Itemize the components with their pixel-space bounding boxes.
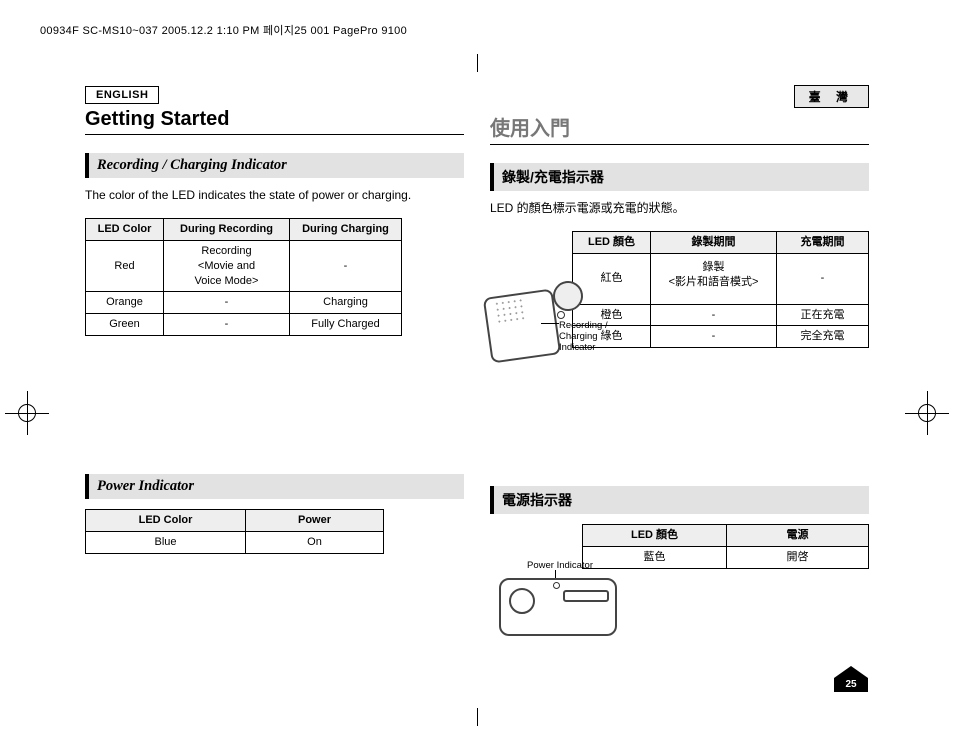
th-led-color: LED Color [86, 219, 164, 241]
illustration-recording-indicator: Recording / Charging Indicator [485, 285, 577, 395]
th-power-zh: 電源 [727, 525, 869, 547]
illustration-label-recording: Recording / Charging Indicator [559, 321, 625, 354]
page-number-badge: 25 [834, 666, 868, 690]
column-english: ENGLISH Getting Started Recording / Char… [85, 85, 464, 569]
th-led-color-zh: LED 顏色 [573, 232, 651, 254]
registration-mark-left [5, 391, 49, 435]
th-during-recording-zh: 錄製期間 [651, 232, 777, 254]
table-row: Green - Fully Charged [86, 314, 402, 336]
manual-page: 00934F SC-MS10~037 2005.12.2 1:10 PM 페이지… [0, 0, 954, 734]
crop-tick-bottom [477, 708, 478, 726]
th-during-charging-zh: 充電期間 [777, 232, 869, 254]
table-row: Blue On [86, 531, 384, 553]
page-number: 25 [834, 678, 868, 692]
table-row: 藍色 開啓 [583, 547, 869, 569]
table-row: Red Recording <Movie and Voice Mode> - [86, 240, 402, 292]
page-content: ENGLISH Getting Started Recording / Char… [85, 85, 869, 694]
led-recording-table-en: LED Color During Recording During Chargi… [85, 218, 402, 336]
section-body-recording-zh: LED 的顏色標示電源或充電的狀態。 [490, 199, 869, 217]
th-during-recording: During Recording [164, 219, 290, 241]
th-during-charging: During Charging [290, 219, 402, 241]
crop-tick-top [477, 54, 478, 72]
registration-mark-right [905, 391, 949, 435]
section-heading-recording-en: Recording / Charging Indicator [85, 153, 464, 178]
language-badge-en: ENGLISH [85, 86, 159, 104]
section-heading-recording-zh: 錄製/充電指示器 [490, 163, 869, 191]
led-power-table-zh: LED 顏色 電源 藍色 開啓 [582, 524, 869, 569]
th-power: Power [246, 510, 384, 532]
page-title-en: Getting Started [85, 108, 464, 135]
section-body-recording-en: The color of the LED indicates the state… [85, 186, 464, 204]
page-title-zh: 使用入門 [490, 112, 869, 145]
prepress-header: 00934F SC-MS10~037 2005.12.2 1:10 PM 페이지… [40, 22, 407, 38]
table-row: Orange - Charging [86, 292, 402, 314]
led-power-table-en: LED Color Power Blue On [85, 509, 384, 554]
illustration-power-indicator: Power Indicator [495, 560, 625, 650]
th-led-color-zh: LED 顏色 [583, 525, 727, 547]
triangle-icon [834, 666, 868, 678]
section-heading-power-en: Power Indicator [85, 474, 464, 499]
table-row: 紅色 錄製 <影片和語音模式> - [573, 253, 869, 304]
section-heading-power-zh: 電源指示器 [490, 486, 869, 514]
illustration-label-power: Power Indicator [527, 560, 593, 571]
language-badge-zh: 臺 灣 [794, 85, 869, 108]
th-led-color: LED Color [86, 510, 246, 532]
